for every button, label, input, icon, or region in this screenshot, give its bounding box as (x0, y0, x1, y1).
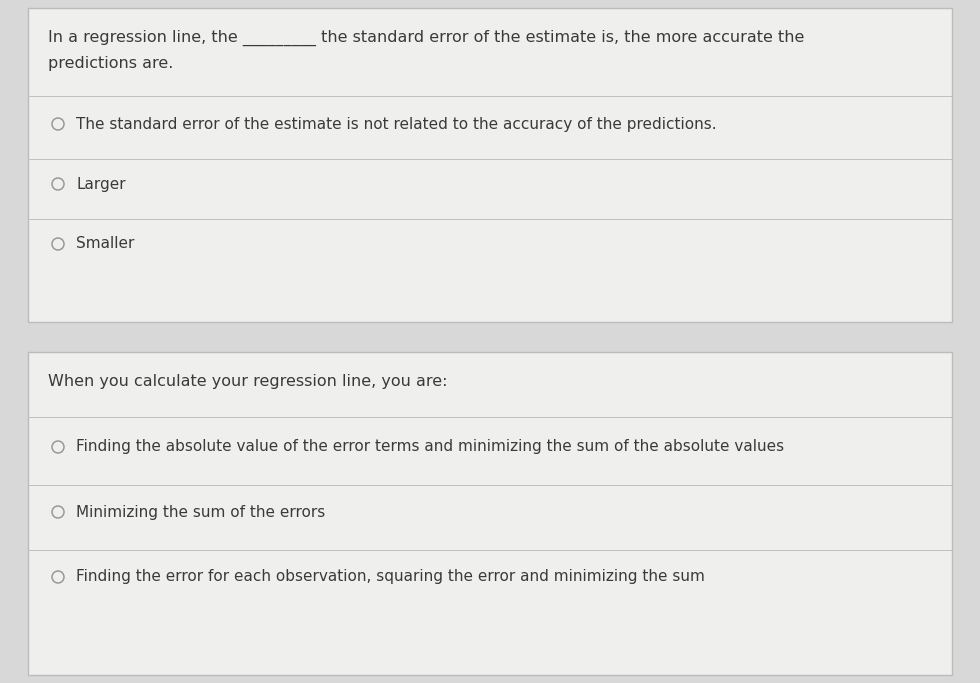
Text: The standard error of the estimate is not related to the accuracy of the predict: The standard error of the estimate is no… (76, 117, 716, 132)
Text: Finding the error for each observation, squaring the error and minimizing the su: Finding the error for each observation, … (76, 570, 705, 585)
Text: predictions are.: predictions are. (48, 56, 173, 71)
Text: Larger: Larger (76, 176, 125, 191)
Text: When you calculate your regression line, you are:: When you calculate your regression line,… (48, 374, 448, 389)
Text: Finding the absolute value of the error terms and minimizing the sum of the abso: Finding the absolute value of the error … (76, 439, 784, 454)
FancyBboxPatch shape (28, 8, 952, 322)
Text: In a regression line, the _________ the standard error of the estimate is, the m: In a regression line, the _________ the … (48, 30, 805, 46)
FancyBboxPatch shape (28, 352, 952, 675)
Text: Smaller: Smaller (76, 236, 134, 251)
Text: Minimizing the sum of the errors: Minimizing the sum of the errors (76, 505, 325, 520)
